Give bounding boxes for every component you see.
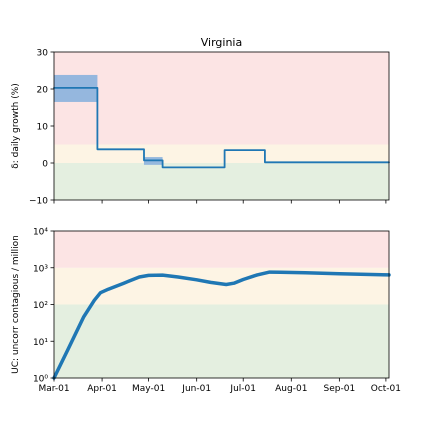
x-tick-label: Sep-01: [324, 384, 356, 394]
contagious-panel: 10⁰ 10¹ 10² 10³ 10⁴ Mar-01 Apr-01 May-01 Jun-01 J…: [11, 228, 401, 395]
y-tick-label: −10: [29, 197, 48, 207]
x-tick-label: May-01: [132, 384, 165, 394]
y-tick-label: 30: [37, 49, 49, 59]
x-tick-label: Apr-01: [87, 384, 117, 394]
series-line: [53, 87, 390, 169]
y-axis-label: UC: uncorr contagious / million: [11, 235, 21, 374]
y-tick-label: 10⁰: [33, 375, 48, 385]
y-tick-label: 10⁴: [33, 228, 48, 238]
y-tick-label: 10¹: [33, 338, 48, 348]
x-tick-label: Jun-01: [181, 384, 211, 394]
zone-band: [54, 52, 389, 145]
x-tick-label: Jul-01: [229, 384, 256, 394]
zone-band: [54, 231, 389, 268]
x-tick-label: Aug-01: [275, 384, 307, 394]
x-tick-label: Oct-01: [371, 384, 401, 394]
y-tick-label: 0: [42, 160, 48, 170]
zone-band: [54, 304, 389, 378]
x-tick-label: Mar-01: [38, 384, 69, 394]
zone-band: [54, 144, 389, 163]
y-tick-label: 10³: [33, 264, 48, 274]
y-tick-label: 20: [37, 86, 49, 96]
y-tick-label: 10: [37, 123, 49, 133]
chart-title: Virginia: [201, 36, 242, 49]
y-axis-label: δ: daily growth (%): [11, 83, 21, 169]
zone-band: [54, 163, 389, 200]
growth-panel: −10 0 10 20 30 Virginia δ: daily growth (%): [11, 36, 390, 207]
y-tick-label: 10²: [33, 301, 48, 311]
series-line: [52, 270, 391, 380]
